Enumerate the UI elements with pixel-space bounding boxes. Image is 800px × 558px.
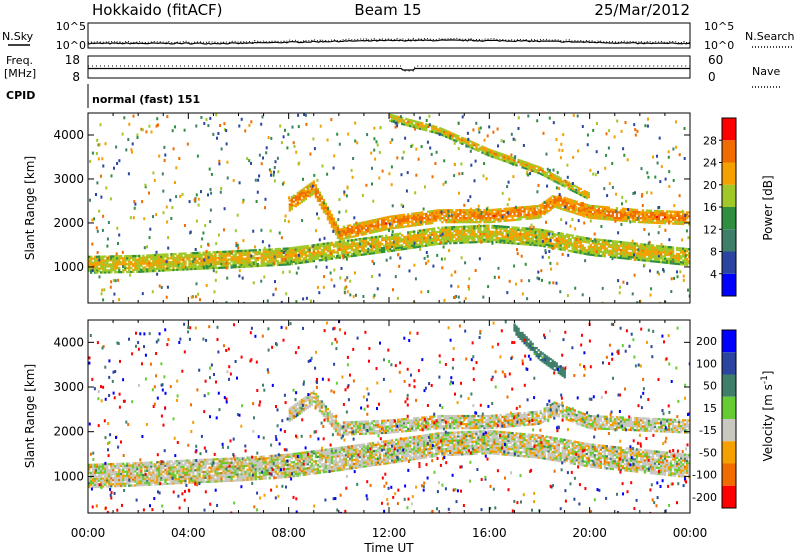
cpid-value: normal (fast) 151 bbox=[92, 93, 200, 106]
velocity-colorbar-label: Velocity [m s-1] bbox=[760, 371, 775, 462]
power-ytick-label: 1000 bbox=[53, 260, 84, 274]
velocity-band-1 bbox=[88, 430, 690, 488]
power-colorbar-tick: 12 bbox=[703, 223, 717, 236]
nave-tick-low: 0 bbox=[708, 70, 716, 84]
velocity-colorbar-swatch bbox=[722, 352, 736, 374]
freq-tick-low: 8 bbox=[72, 70, 80, 84]
power-colorbar-swatch bbox=[722, 118, 736, 140]
velocity-colorbar-tick: 15 bbox=[703, 402, 717, 415]
power-colorbar-swatch bbox=[722, 252, 736, 274]
nsky-strip-frame bbox=[88, 23, 690, 48]
power-colorbar-swatch bbox=[722, 229, 736, 251]
x-tick-label: 08:00 bbox=[271, 526, 306, 540]
velocity-colorbar-swatch bbox=[722, 464, 736, 486]
station-title: Hokkaido (fitACF) bbox=[92, 1, 223, 19]
power-colorbar: 4 8 12 16 20 24 28 bbox=[703, 118, 736, 296]
freq-trace bbox=[88, 69, 690, 71]
x-tick-label: 00:00 bbox=[673, 526, 708, 540]
beam-title: Beam 15 bbox=[354, 1, 421, 19]
cpid-label: CPID bbox=[6, 89, 35, 102]
power-colorbar-swatch bbox=[722, 207, 736, 229]
power-colorbar-tick: 4 bbox=[710, 268, 717, 281]
power-colorbar-swatch bbox=[722, 163, 736, 185]
velocity-ytick-label: 3000 bbox=[53, 380, 84, 394]
x-tick-label: 00:00 bbox=[71, 526, 106, 540]
velocity-colorbar-tick: -200 bbox=[692, 491, 717, 504]
velocity-ytick-label: 2000 bbox=[53, 425, 84, 439]
nsky-tick-high: 10^5 bbox=[56, 20, 86, 33]
nsearch-tick-low: 10^0 bbox=[704, 39, 734, 52]
power-ytick-label: 3000 bbox=[53, 172, 84, 186]
velocity-ytick-label: 4000 bbox=[53, 335, 84, 349]
velocity-colorbar-swatch bbox=[722, 441, 736, 463]
freq-strip-frame bbox=[88, 56, 690, 78]
velocity-colorbar-tick: 200 bbox=[696, 335, 717, 348]
velocity-colorbar-swatch bbox=[722, 486, 736, 508]
velocity-colorbar-swatch bbox=[722, 375, 736, 397]
power-colorbar-tick: 20 bbox=[703, 179, 717, 192]
velocity-colorbar-tick: -100 bbox=[692, 469, 717, 482]
velocity-colorbar-tick: -50 bbox=[699, 446, 717, 459]
nave-label: Nave bbox=[752, 65, 780, 78]
power-ylabel: Slant Range [km] bbox=[23, 156, 37, 260]
power-colorbar-label: Power [dB] bbox=[761, 175, 775, 240]
date-title: 25/Mar/2012 bbox=[594, 1, 690, 19]
power-colorbar-swatch bbox=[722, 185, 736, 207]
velocity-colorbar-swatch bbox=[722, 330, 736, 352]
velocity-colorbar-tick: 100 bbox=[696, 357, 717, 370]
power-ytick-label: 2000 bbox=[53, 216, 84, 230]
nsearch-label: N.Search bbox=[745, 30, 795, 43]
x-tick-label: 20:00 bbox=[572, 526, 607, 540]
nsky-trace bbox=[88, 40, 690, 44]
velocity-colorbar: 200 100 50 15 -15 -50 -100 -200 bbox=[692, 330, 736, 508]
x-tick-label: 16:00 bbox=[472, 526, 507, 540]
power-panel: 1000 2000 3000 4000 Slant Range [km] bbox=[23, 113, 691, 305]
power-colorbar-swatch bbox=[722, 140, 736, 162]
power-colorbar-tick: 28 bbox=[703, 134, 717, 147]
power-colorbar-tick: 24 bbox=[703, 157, 717, 170]
nsky-tick-low: 10^0 bbox=[56, 39, 86, 52]
x-axis-label: Time UT bbox=[363, 541, 414, 554]
power-colorbar-tick: 16 bbox=[703, 201, 717, 214]
power-ytick-label: 4000 bbox=[53, 128, 84, 142]
nsky-label: N.Sky bbox=[2, 30, 34, 43]
velocity-colorbar-tick: -15 bbox=[699, 424, 717, 437]
power-colorbar-tick: 8 bbox=[710, 246, 717, 259]
velocity-colorbar-tick: 50 bbox=[703, 380, 717, 393]
x-tick-label: 12:00 bbox=[372, 526, 407, 540]
x-tick-label: 04:00 bbox=[171, 526, 206, 540]
velocity-colorbar-swatch bbox=[722, 397, 736, 419]
nave-tick-high: 60 bbox=[708, 53, 723, 67]
velocity-band-2 bbox=[289, 390, 691, 436]
velocity-colorbar-swatch bbox=[722, 419, 736, 441]
freq-tick-high: 18 bbox=[65, 53, 80, 67]
freq-label: Freq. bbox=[6, 54, 33, 67]
velocity-panel: 1000 2000 3000 4000 Slant Range [km] bbox=[23, 320, 692, 516]
velocity-ylabel: Slant Range [km] bbox=[23, 364, 37, 468]
power-colorbar-swatch bbox=[722, 274, 736, 296]
nsearch-tick-high: 10^5 bbox=[704, 20, 734, 33]
power-scatter bbox=[89, 113, 691, 305]
velocity-ytick-label: 1000 bbox=[53, 469, 84, 483]
freq-unit: [MHz] bbox=[4, 67, 36, 80]
